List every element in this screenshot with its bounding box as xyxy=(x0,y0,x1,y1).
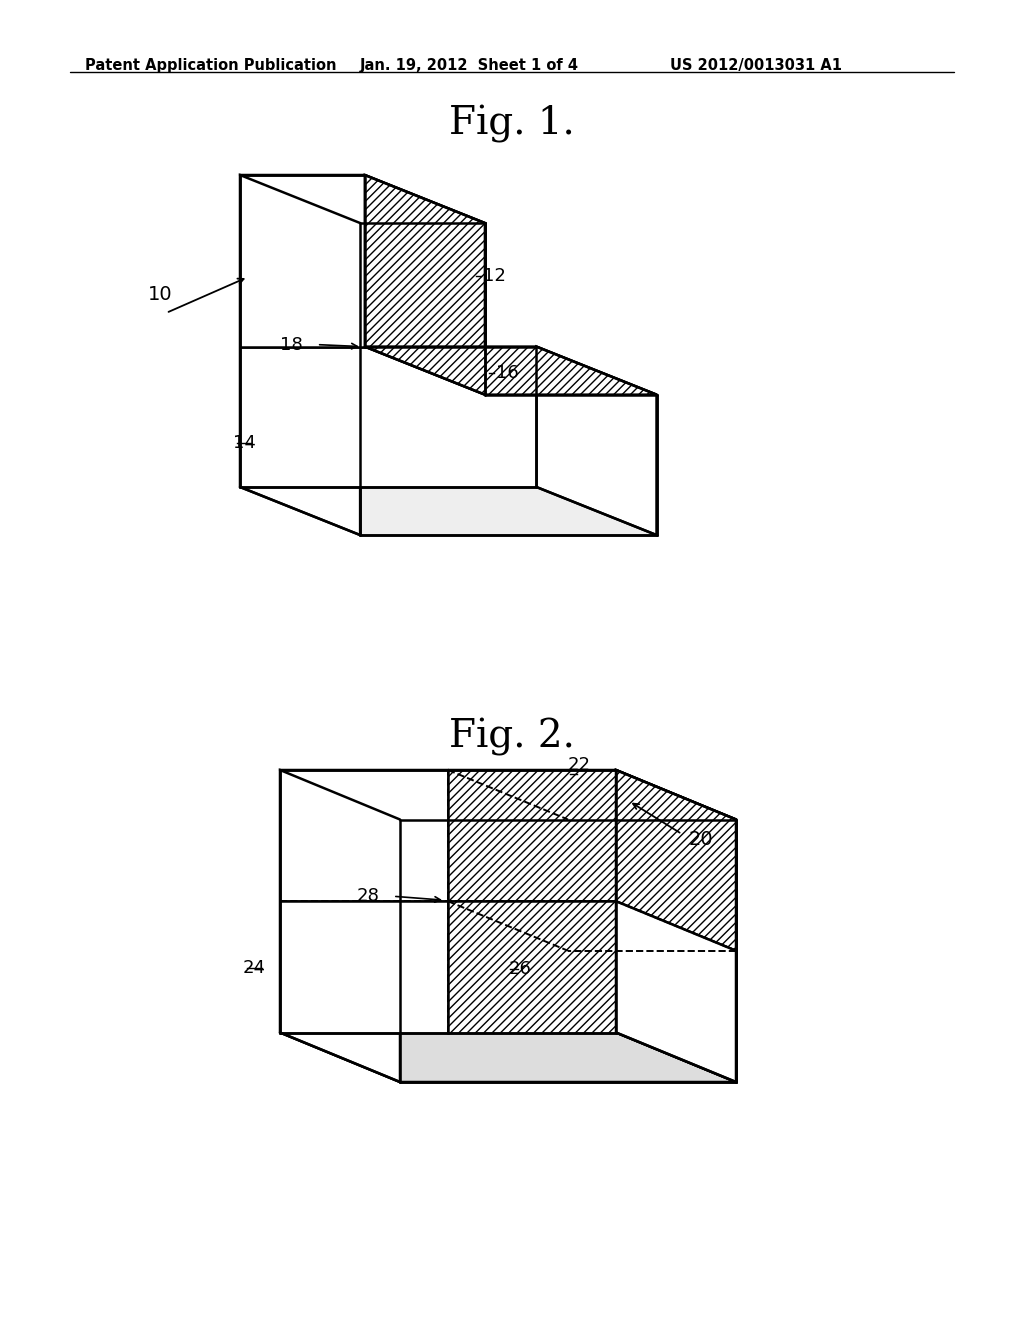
Text: US 2012/0013031 A1: US 2012/0013031 A1 xyxy=(670,58,842,73)
Polygon shape xyxy=(365,347,656,395)
Text: 22: 22 xyxy=(567,756,591,775)
Text: 10: 10 xyxy=(148,285,173,305)
Polygon shape xyxy=(360,223,485,395)
Polygon shape xyxy=(449,770,616,902)
Polygon shape xyxy=(280,770,400,1082)
Text: 20: 20 xyxy=(689,829,714,849)
Polygon shape xyxy=(616,770,736,950)
Polygon shape xyxy=(616,770,736,1082)
Text: 24: 24 xyxy=(243,960,265,977)
Text: Jan. 19, 2012  Sheet 1 of 4: Jan. 19, 2012 Sheet 1 of 4 xyxy=(360,58,579,73)
Polygon shape xyxy=(537,347,656,535)
Polygon shape xyxy=(400,820,736,1082)
Polygon shape xyxy=(280,902,449,1032)
Polygon shape xyxy=(280,1032,736,1082)
Polygon shape xyxy=(365,176,485,395)
Text: 28: 28 xyxy=(357,887,380,906)
Polygon shape xyxy=(449,770,736,820)
Polygon shape xyxy=(240,176,485,223)
Polygon shape xyxy=(449,902,616,1032)
Polygon shape xyxy=(616,902,736,1082)
Text: Patent Application Publication: Patent Application Publication xyxy=(85,58,337,73)
Text: 14: 14 xyxy=(232,434,255,451)
Polygon shape xyxy=(240,347,537,487)
Text: 12: 12 xyxy=(482,267,506,285)
Text: Fig. 2.: Fig. 2. xyxy=(450,718,574,756)
Text: 26: 26 xyxy=(509,960,531,978)
Polygon shape xyxy=(280,770,568,820)
Polygon shape xyxy=(240,176,365,347)
Text: 16: 16 xyxy=(497,364,519,381)
Polygon shape xyxy=(280,770,449,902)
Polygon shape xyxy=(240,176,360,535)
Text: 18: 18 xyxy=(280,335,303,354)
Polygon shape xyxy=(360,223,656,535)
Text: Fig. 1.: Fig. 1. xyxy=(450,106,574,143)
